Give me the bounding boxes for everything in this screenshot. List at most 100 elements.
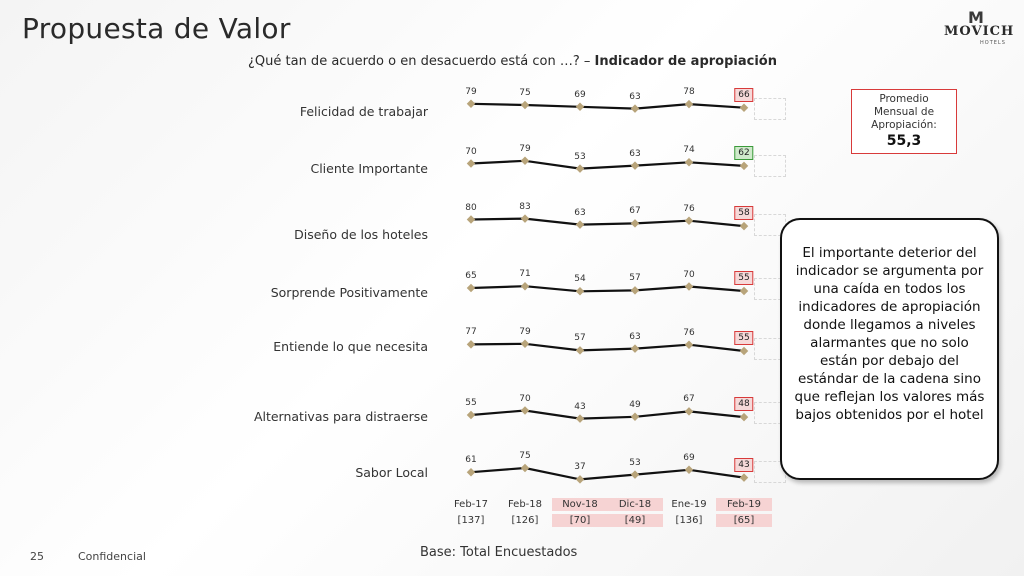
latest-value-badge: 43 xyxy=(734,457,754,472)
logo-mark: M xyxy=(968,8,984,27)
page-title: Propuesta de Valor xyxy=(22,12,291,45)
data-label: 49 xyxy=(629,399,641,410)
insight-text: El importante deterior del indicador se … xyxy=(794,245,985,423)
latest-value-badge: 66 xyxy=(734,87,754,102)
data-point xyxy=(630,161,640,170)
row-label: Sorprende Positivamente xyxy=(270,285,428,300)
data-point xyxy=(684,99,694,109)
average-value: 55,3 xyxy=(886,133,922,149)
latest-value-badge: 48 xyxy=(734,397,754,412)
data-point xyxy=(575,287,585,296)
data-point xyxy=(630,286,640,295)
data-label: 74 xyxy=(683,145,695,156)
data-point xyxy=(630,344,640,353)
confidential-label: Confidencial xyxy=(78,550,146,563)
data-label: 54 xyxy=(574,274,586,285)
data-point xyxy=(684,407,694,416)
series-line xyxy=(470,217,745,228)
latest-value-badge: 58 xyxy=(734,206,754,221)
data-label: 70 xyxy=(465,146,477,157)
data-label: 63 xyxy=(629,91,641,102)
data-label: 57 xyxy=(574,333,586,344)
data-point xyxy=(575,346,585,355)
data-point xyxy=(630,412,640,422)
base-count-label: [70] xyxy=(552,514,608,527)
data-point xyxy=(520,214,530,223)
subtitle: ¿Qué tan de acuerdo o en desacuerdo está… xyxy=(248,54,777,69)
data-point xyxy=(739,103,749,112)
data-point xyxy=(630,104,640,113)
latest-value-badge: 55 xyxy=(734,271,754,285)
data-point xyxy=(466,340,476,349)
base-count-label: [126] xyxy=(511,515,539,526)
data-label: 75 xyxy=(519,451,531,461)
row-label: Felicidad de trabajar xyxy=(299,104,428,119)
x-tick-label: Dic-18 xyxy=(607,498,663,511)
data-point xyxy=(630,219,640,228)
row-label: Alternativas para distraerse xyxy=(253,409,428,424)
logo-tag: HOTELS xyxy=(980,40,1006,46)
data-label: 79 xyxy=(519,143,531,154)
data-point xyxy=(684,340,694,349)
data-label: 76 xyxy=(683,327,695,338)
base-note: Base: Total Encuestados xyxy=(420,545,578,560)
data-point xyxy=(684,282,694,291)
subtitle-indicator: Indicador de apropiación xyxy=(594,54,777,69)
insight-callout: El importante deterior del indicador se … xyxy=(780,218,999,480)
data-label: 70 xyxy=(683,269,695,280)
data-label: 53 xyxy=(629,457,641,468)
data-label: 78 xyxy=(683,87,695,98)
data-point xyxy=(575,475,585,484)
data-label: 53 xyxy=(574,151,586,162)
data-label: 75 xyxy=(519,88,531,98)
series-line xyxy=(470,342,745,353)
data-point xyxy=(575,102,585,112)
placeholder-box xyxy=(754,98,786,120)
data-point xyxy=(739,161,749,171)
data-point xyxy=(739,346,749,356)
data-point xyxy=(739,286,749,296)
data-point xyxy=(575,164,585,173)
data-point xyxy=(520,156,530,166)
data-point xyxy=(466,467,476,477)
movich-logo: M MOVICH HOTELS xyxy=(940,8,1018,46)
series-line xyxy=(470,159,745,170)
data-label: 37 xyxy=(574,462,586,473)
x-tick-label: Nov-18 xyxy=(552,498,608,511)
data-label: 69 xyxy=(574,89,586,100)
data-label: 63 xyxy=(629,331,641,342)
data-point xyxy=(684,216,694,225)
data-label: 63 xyxy=(629,148,641,159)
row-label: Diseño de los hoteles xyxy=(294,227,428,242)
base-count-label: [49] xyxy=(607,514,663,527)
data-point xyxy=(466,99,476,109)
data-label: 79 xyxy=(519,326,531,337)
data-point xyxy=(520,100,530,110)
placeholder-box xyxy=(754,155,786,177)
data-label: 43 xyxy=(574,401,586,412)
data-point xyxy=(684,465,694,475)
page-number: 25 xyxy=(30,550,44,563)
data-label: 63 xyxy=(574,207,586,218)
base-count-label: [136] xyxy=(675,515,703,526)
latest-value-badge: 55 xyxy=(734,331,754,345)
average-box: Promedio Mensual de Apropiación: 55,3 xyxy=(851,89,957,154)
data-label: 67 xyxy=(629,206,641,217)
logo-name: MOVICH xyxy=(944,24,1015,39)
row-label: Sabor Local xyxy=(355,465,428,480)
data-label: 65 xyxy=(465,271,477,281)
data-point xyxy=(466,283,476,293)
data-label: 57 xyxy=(629,273,641,284)
data-label: 83 xyxy=(519,201,531,212)
data-label: 61 xyxy=(465,455,477,466)
data-point xyxy=(466,410,476,420)
series-line xyxy=(470,409,745,420)
latest-value-badge: 62 xyxy=(734,145,754,160)
data-point xyxy=(466,159,476,168)
data-point xyxy=(575,220,585,229)
data-point xyxy=(520,463,530,473)
data-point xyxy=(575,414,585,423)
data-label: 55 xyxy=(465,398,477,408)
series-line xyxy=(470,466,745,481)
